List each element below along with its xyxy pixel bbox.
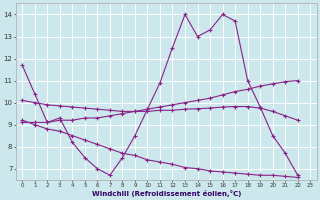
- X-axis label: Windchill (Refroidissement éolien,°C): Windchill (Refroidissement éolien,°C): [92, 190, 241, 197]
